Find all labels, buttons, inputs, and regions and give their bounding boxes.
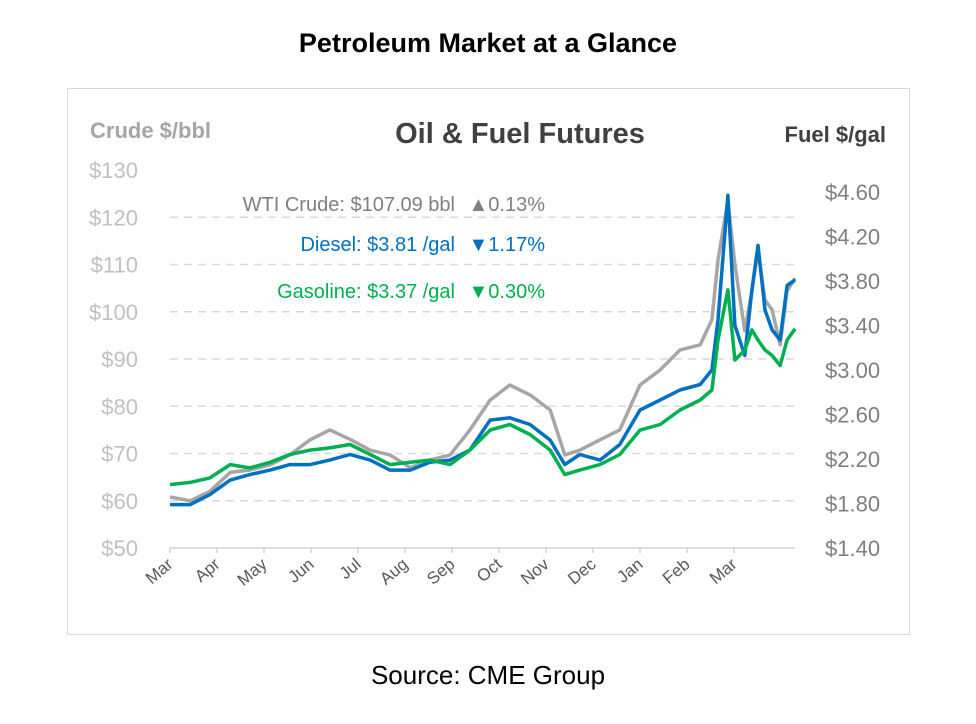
x-tick-label: Jan: [613, 555, 646, 587]
series-line-gasoline: [169, 288, 797, 487]
y-left-axis-title: Crude $/bbl: [90, 118, 211, 143]
x-tick-label: Nov: [517, 554, 553, 588]
y-right-tick-label: $4.20: [825, 225, 880, 250]
x-tick-label: Mar: [706, 554, 741, 588]
y-left-tick-label: $110: [91, 253, 138, 278]
legend-change: ▲0.13%: [468, 194, 545, 216]
chart-title: Oil & Fuel Futures: [395, 118, 645, 150]
legend-change: ▼0.30%: [468, 281, 545, 303]
legend-change: ▼1.17%: [468, 234, 545, 256]
x-tick-label: Dec: [564, 554, 600, 588]
x-tick-label: Sep: [423, 555, 458, 589]
y-left-tick-label: $100: [89, 300, 138, 325]
y-left-tick-label: $80: [101, 394, 138, 419]
y-right-tick-label: $3.00: [825, 358, 880, 383]
x-tick-label: Feb: [659, 555, 694, 588]
y-right-tick-label: $1.80: [825, 492, 880, 517]
y-left-tick-label: $70: [101, 442, 138, 467]
x-tick-label: Jun: [284, 555, 317, 587]
y-right-tick-label: $4.60: [825, 180, 880, 205]
series-line-diesel: [170, 193, 797, 507]
x-tick-label: Jul: [336, 555, 365, 584]
legend-label: Diesel: $3.81 /gal: [300, 234, 455, 256]
y-right-tick-label: $3.80: [825, 269, 880, 294]
legend-label: Gasoline: $3.37 /gal: [277, 281, 455, 303]
source-note: Source: CME Group: [370, 660, 606, 690]
x-tick-label: Aug: [376, 555, 411, 589]
y-left-tick-label: $60: [101, 489, 138, 514]
y-left-tick-label: $130: [89, 158, 138, 183]
x-tick-label: Apr: [191, 554, 224, 586]
y-left-tick-label: $50: [101, 536, 138, 561]
x-tick-label: Oct: [473, 554, 506, 586]
page-title: Petroleum Market at a Glance: [298, 28, 678, 58]
y-right-tick-label: $2.20: [825, 447, 880, 472]
chart-frame: [67, 88, 910, 635]
y-left-tick-label: $90: [101, 347, 138, 372]
legend-label: WTI Crude: $107.09 bbl: [243, 194, 455, 216]
x-tick-label: May: [234, 554, 271, 590]
y-right-tick-label: $1.40: [825, 536, 880, 561]
y-left-tick-label: $120: [89, 205, 138, 230]
y-right-tick-label: $2.60: [825, 403, 880, 428]
y-right-axis-title: Fuel $/gal: [785, 122, 886, 147]
x-tick-label: Mar: [142, 554, 177, 588]
y-right-tick-label: $3.40: [825, 314, 880, 339]
